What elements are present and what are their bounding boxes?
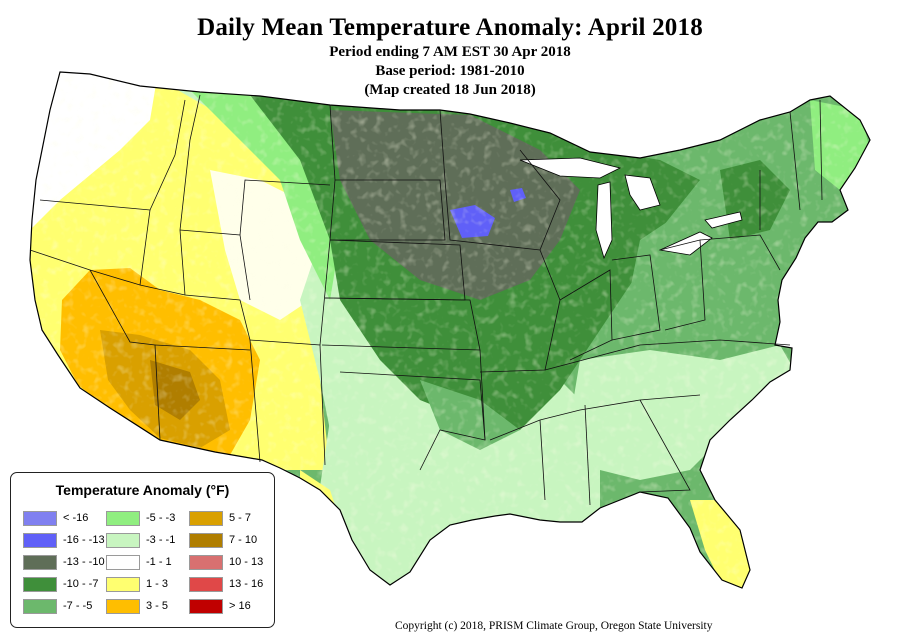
legend-label: < -16: [63, 512, 89, 524]
legend-item: -16 - -13: [23, 532, 105, 548]
legend-swatch: [189, 576, 223, 592]
copyright-notice: Copyright (c) 2018, PRISM Climate Group,…: [395, 620, 713, 632]
legend-item: -13 - -10: [23, 554, 105, 570]
legend-swatch: [106, 554, 140, 570]
legend-label: > 16: [229, 600, 251, 612]
map-created-subtitle: (Map created 18 Jun 2018): [364, 82, 536, 98]
legend-label: -5 - -3: [146, 512, 176, 524]
legend-item: 7 - 10: [189, 532, 257, 548]
legend-swatch: [106, 598, 140, 614]
legend-swatch: [106, 532, 140, 548]
legend-label: -10 - -7: [63, 578, 99, 590]
legend-title: Temperature Anomaly (°F): [55, 482, 230, 498]
map-title: Daily Mean Temperature Anomaly: April 20…: [197, 14, 703, 41]
legend-swatch: [189, 510, 223, 526]
period-subtitle: Period ending 7 AM EST 30 Apr 2018: [329, 44, 571, 60]
legend-item: 10 - 13: [189, 554, 263, 570]
us-outline: [29, 71, 871, 589]
legend-item: -10 - -7: [23, 576, 98, 592]
legend-swatch: [189, 554, 223, 570]
legend-label: 5 - 7: [229, 512, 252, 524]
legend-label: 10 - 13: [229, 556, 264, 568]
legend-swatch: [189, 598, 223, 614]
legend-item: -1 - 1: [106, 554, 172, 570]
legend-label: -3 - -1: [146, 534, 176, 546]
legend-item: < -16: [23, 510, 88, 526]
legend-item: -7 - -5: [23, 598, 92, 614]
legend-label: -13 - -10: [63, 556, 105, 568]
legend-item: -3 - -1: [106, 532, 175, 548]
legend-item: -5 - -3: [106, 510, 175, 526]
legend-swatch: [23, 532, 57, 548]
legend-swatch: [23, 554, 57, 570]
legend-swatch: [106, 576, 140, 592]
legend-item: 1 - 3: [106, 576, 168, 592]
legend-label: -1 - 1: [146, 556, 172, 568]
legend-item: 3 - 5: [106, 598, 168, 614]
legend-swatch: [106, 510, 140, 526]
legend: Temperature Anomaly (°F) < -16 -16 - -13…: [10, 472, 275, 628]
legend-label: 1 - 3: [146, 578, 169, 590]
legend-swatch: [189, 532, 223, 548]
legend-item: > 16: [189, 598, 251, 614]
legend-swatch: [23, 598, 57, 614]
legend-item: 5 - 7: [189, 510, 251, 526]
legend-label: 7 - 10: [229, 534, 258, 546]
legend-label: 3 - 5: [146, 600, 169, 612]
legend-label: -7 - -5: [63, 600, 93, 612]
legend-swatch: [23, 576, 57, 592]
state-boundaries: [29, 94, 823, 506]
legend-label: 13 - 16: [229, 578, 264, 590]
legend-swatch: [23, 510, 57, 526]
legend-label: -16 - -13: [63, 534, 105, 546]
legend-item: 13 - 16: [189, 576, 263, 592]
base-period-subtitle: Base period: 1981-2010: [375, 63, 525, 79]
